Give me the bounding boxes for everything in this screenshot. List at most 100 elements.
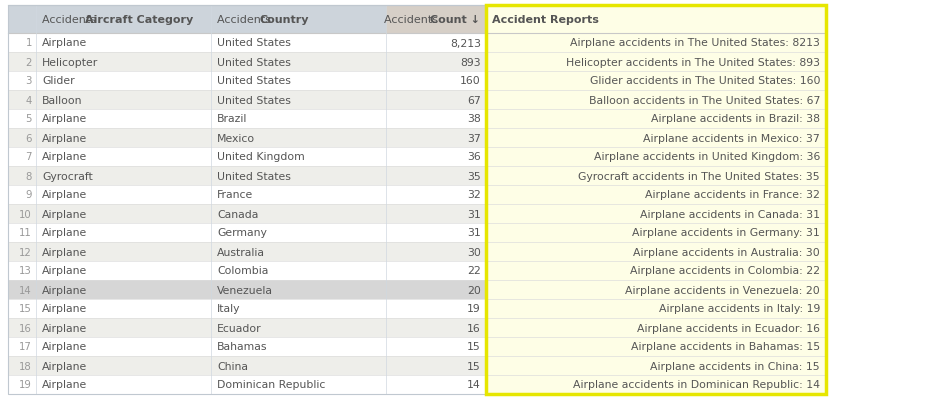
Text: 36: 36 [468,152,481,162]
Bar [386,299,486,318]
Bar [8,299,36,318]
Bar [486,356,826,375]
Text: 35: 35 [468,171,481,181]
Bar [8,53,36,72]
Text: 13: 13 [19,266,32,276]
Bar [36,280,211,299]
Text: Airplane: Airplane [42,228,87,238]
Bar [36,356,211,375]
Bar [486,204,826,223]
Text: Venezuela: Venezuela [217,285,273,295]
Text: 3: 3 [26,76,32,86]
Text: 15: 15 [468,361,481,371]
Text: Glider: Glider [42,76,75,86]
Text: 7: 7 [26,152,32,162]
Bar [486,110,826,129]
Bar [486,6,826,394]
Bar [486,148,826,166]
Bar [8,337,36,356]
Bar [8,186,36,204]
Bar [36,110,211,129]
Bar [386,261,486,280]
Bar [8,148,36,166]
Text: Accidents: Accidents [384,15,442,25]
Bar [386,166,486,186]
Text: Airplane accidents in Bahamas: 15: Airplane accidents in Bahamas: 15 [631,342,820,352]
Text: Brazil: Brazil [217,114,247,124]
Bar [486,129,826,148]
Text: 22: 22 [468,266,481,276]
Text: Helicopter: Helicopter [42,57,98,67]
Text: China: China [217,361,248,371]
Bar [386,129,486,148]
Bar [386,223,486,243]
Text: Airplane: Airplane [42,361,87,371]
Text: Airplane: Airplane [42,133,87,143]
Text: Gyrocraft: Gyrocraft [42,171,93,181]
Text: 10: 10 [19,209,32,219]
Text: Airplane accidents in China: 15: Airplane accidents in China: 15 [650,361,820,371]
Bar [211,91,386,110]
Bar [36,34,211,53]
Bar [8,34,36,53]
Bar [211,223,386,243]
Bar [486,72,826,91]
Text: Airplane accidents in The United States: 8213: Airplane accidents in The United States:… [570,38,820,48]
Bar [386,243,486,261]
Text: 32: 32 [468,190,481,200]
Text: Airplane accidents in Venezuela: 20: Airplane accidents in Venezuela: 20 [625,285,820,295]
Bar [8,243,36,261]
Bar [8,375,36,394]
Text: 8,213: 8,213 [450,38,481,48]
Text: 19: 19 [19,380,32,389]
Bar [386,356,486,375]
Bar [211,337,386,356]
Bar [211,204,386,223]
Text: 4: 4 [26,95,32,105]
Bar [211,261,386,280]
Bar [211,34,386,53]
Bar [8,129,36,148]
Text: United Kingdom: United Kingdom [217,152,305,162]
Text: United States: United States [217,171,291,181]
Bar [486,337,826,356]
Text: Airplane accidents in France: 32: Airplane accidents in France: 32 [645,190,820,200]
Text: 6: 6 [26,133,32,143]
Text: Germany: Germany [217,228,267,238]
Bar [36,299,211,318]
Text: Airplane: Airplane [42,114,87,124]
Bar [36,129,211,148]
Text: Glider accidents in The United States: 160: Glider accidents in The United States: 1… [590,76,820,86]
Text: 15: 15 [468,342,481,352]
Bar [386,34,486,53]
Text: 20: 20 [467,285,481,295]
Bar [486,318,826,337]
Bar [386,337,486,356]
Text: 160: 160 [460,76,481,86]
Bar [8,280,36,299]
Bar [36,91,211,110]
Bar [486,261,826,280]
Text: Country: Country [260,15,309,25]
Text: Italy: Italy [217,304,241,314]
Text: 5: 5 [26,114,32,124]
Bar [386,148,486,166]
Bar [486,91,826,110]
Text: Airplane accidents in Brazil: 38: Airplane accidents in Brazil: 38 [651,114,820,124]
Bar [486,6,826,34]
Text: Canada: Canada [217,209,258,219]
Bar [211,280,386,299]
Text: United States: United States [217,76,291,86]
Bar [36,148,211,166]
Text: 30: 30 [467,247,481,257]
Text: Balloon: Balloon [42,95,82,105]
Bar [36,243,211,261]
Text: 16: 16 [19,323,32,333]
Bar [36,261,211,280]
Bar [36,166,211,186]
Text: Gyrocraft accidents in The United States: 35: Gyrocraft accidents in The United States… [579,171,820,181]
Bar [386,91,486,110]
Bar [486,243,826,261]
Text: Colombia: Colombia [217,266,269,276]
Text: Airplane: Airplane [42,380,87,389]
